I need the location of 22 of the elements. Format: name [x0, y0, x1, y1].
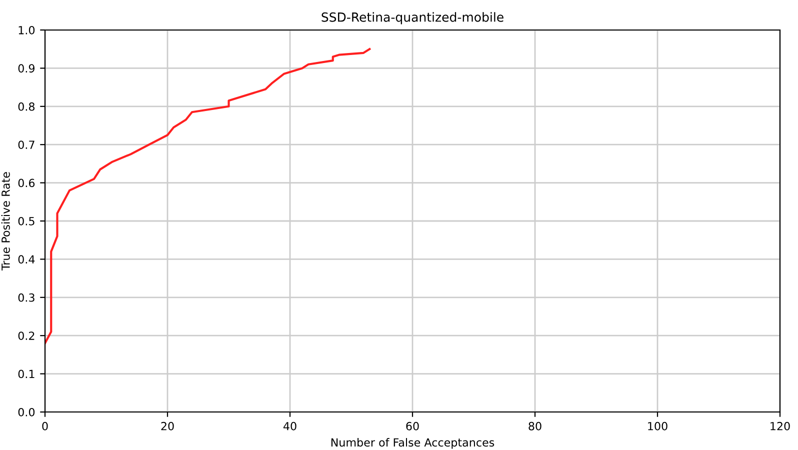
- y-tick-label: 0.5: [18, 216, 34, 226]
- x-tick-label: 120: [770, 422, 790, 430]
- chart-title: SSD-Retina-quantized-mobile: [322, 12, 504, 24]
- y-tick-label: 0.3: [18, 293, 34, 302]
- x-tick-label: 0: [42, 422, 48, 430]
- y-tick-label: 0.8: [18, 102, 35, 111]
- x-tick-label: 40: [283, 422, 296, 430]
- y-axis-title: True Positive Rate: [1, 172, 10, 271]
- y-tick-label: 0.0: [18, 408, 35, 416]
- x-tick-label: 60: [406, 422, 419, 430]
- x-axis-title: Number of False Acceptances: [331, 438, 494, 449]
- y-tick-label: 0.2: [18, 332, 34, 340]
- y-tick-label: 0.4: [18, 255, 35, 264]
- y-tick-label: 0.7: [18, 140, 34, 149]
- y-tick-label: 0.9: [18, 64, 34, 73]
- line-series: [45, 48, 371, 344]
- x-tick-label: 100: [648, 422, 668, 430]
- y-tick-label: 1.0: [18, 26, 35, 34]
- x-tick-label: 20: [161, 422, 174, 430]
- x-tick-label: 80: [528, 422, 542, 430]
- y-tick-label: 0.6: [18, 178, 35, 188]
- y-tick-label: 0.1: [18, 370, 34, 378]
